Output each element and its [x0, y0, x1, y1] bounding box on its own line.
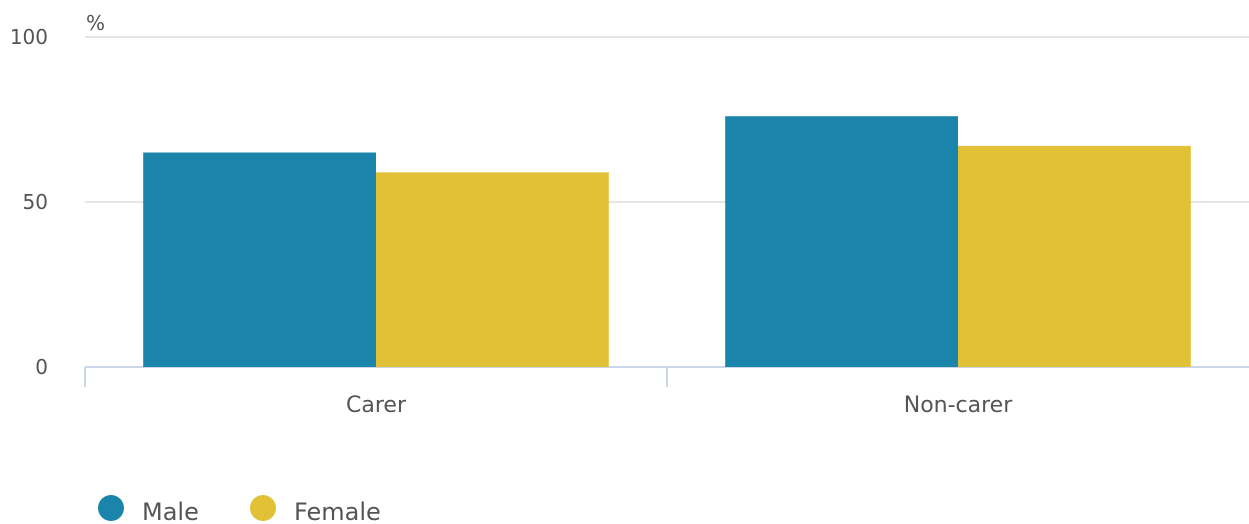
y-tick-label: 50: [23, 190, 48, 214]
y-axis-unit-label: %: [86, 11, 105, 35]
y-tick-label: 0: [35, 355, 48, 379]
x-axis: Carer Non-carer: [84, 367, 1013, 418]
x-category-label: Carer: [346, 393, 407, 418]
legend-item-female[interactable]: Female: [250, 495, 381, 524]
legend-item-male[interactable]: Male: [98, 495, 199, 524]
legend-label: Male: [142, 498, 199, 524]
legend-swatch: [250, 495, 276, 521]
bar-male-carer[interactable]: [143, 152, 376, 368]
bar-female-non-carer[interactable]: [958, 145, 1191, 367]
x-category-label: Non-carer: [904, 393, 1013, 418]
y-axis-ticks: 0 50 100: [10, 25, 48, 379]
legend-swatch: [98, 495, 124, 521]
y-tick-label: 100: [10, 25, 48, 49]
bar-male-non-carer[interactable]: [725, 116, 958, 367]
legend-label: Female: [294, 498, 381, 524]
bars: [143, 116, 1191, 367]
bar-female-carer[interactable]: [376, 172, 609, 367]
legend: Male Female: [98, 495, 381, 524]
